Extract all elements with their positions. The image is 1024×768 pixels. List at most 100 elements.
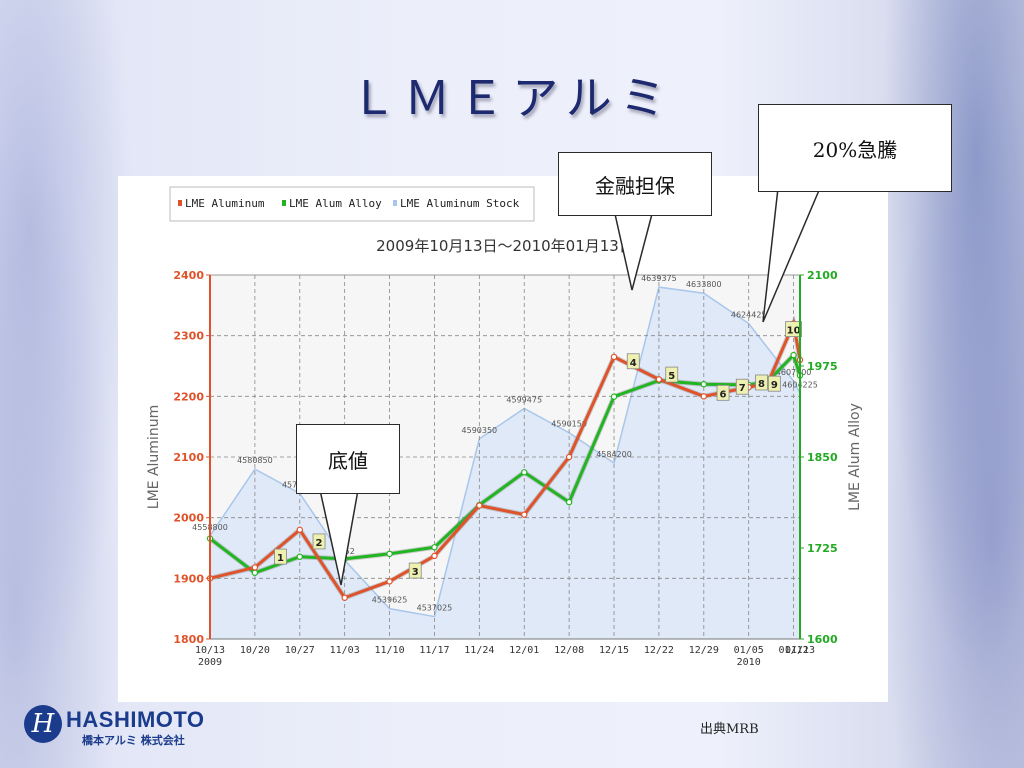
y-tick-label-left: 2400 xyxy=(173,269,204,282)
event-marker-label: 9 xyxy=(771,380,778,391)
y-tick-label-right: 1850 xyxy=(807,451,838,464)
event-marker-label: 7 xyxy=(739,383,746,394)
source-note: 出典MRB xyxy=(700,722,759,737)
series-line-alloy-point xyxy=(386,550,393,558)
event-marker xyxy=(767,375,781,392)
callout-financial-collateral: 金融担保 xyxy=(558,152,712,216)
series-line-aluminum-point xyxy=(655,376,663,383)
event-marker-label: 3 xyxy=(412,567,419,578)
series-line-aluminum-point xyxy=(431,552,438,560)
stock-data-label: 4590350 xyxy=(462,426,498,435)
y-axis-label-right: LME Alum Alloy xyxy=(847,403,863,511)
event-marker xyxy=(274,548,287,565)
x-tick-label: 01/05 xyxy=(734,645,764,656)
series-line-alloy-point xyxy=(296,553,303,560)
series-line-aluminum-point xyxy=(386,578,393,585)
x-tick-label: 12/01 xyxy=(509,645,539,656)
event-marker xyxy=(735,378,749,395)
y-tick-label-left: 1900 xyxy=(173,572,204,585)
event-marker xyxy=(626,353,640,370)
chart-legend xyxy=(169,186,535,222)
callout-pointer-surge xyxy=(762,187,822,323)
stock-data-label: 4537025 xyxy=(417,604,453,613)
logo-name: HASHIMOTO xyxy=(66,707,205,732)
stock-data-label: 4590150 xyxy=(551,420,587,429)
x-tick-label: 11/03 xyxy=(330,645,360,656)
legend-entry: LME Aluminum xyxy=(185,197,265,210)
stock-data-label: 4599475 xyxy=(506,395,542,404)
x-tick-sublabel: 2010 xyxy=(737,657,761,668)
event-marker xyxy=(665,366,679,383)
y-tick-label-left: 1800 xyxy=(173,633,204,646)
y-tick-label-right: 1975 xyxy=(807,360,838,373)
y-tick-label-right: 2100 xyxy=(807,269,838,282)
x-tick-label: 12/08 xyxy=(554,645,584,656)
series-line-aluminum-point xyxy=(251,564,259,571)
stock-data-label: 4584200 xyxy=(596,450,632,459)
series-line-aluminum-point xyxy=(476,502,483,509)
series-line-alloy-point xyxy=(431,544,438,551)
legend-entry: LME Alum Alloy xyxy=(289,197,382,210)
stock-data-label: 4539625 xyxy=(372,596,408,605)
event-marker-label: 10 xyxy=(787,326,801,337)
stock-data-label: 4580850 xyxy=(237,456,273,465)
callout-surge: 20%急騰 xyxy=(758,104,952,192)
logo-mark-icon: H xyxy=(24,705,62,743)
event-marker xyxy=(716,384,730,401)
event-marker-label: 5 xyxy=(668,371,675,382)
callout-bottom-text: 底値 xyxy=(328,448,368,473)
series-line-aluminum-point xyxy=(296,526,303,533)
y-tick-label-right: 1725 xyxy=(807,542,838,555)
stock-data-label: 4639375 xyxy=(641,274,677,283)
series-line-alloy-point xyxy=(790,351,797,359)
x-tick-label: 12/29 xyxy=(689,645,719,656)
series-line-aluminum-point xyxy=(565,453,573,461)
x-tick-label: 10/20 xyxy=(240,645,270,656)
stock-data-label: 4624425 xyxy=(731,311,767,320)
x-tick-label: 01/12 xyxy=(779,645,809,656)
y-tick-label-left: 2200 xyxy=(173,390,204,403)
series-line-alloy-point xyxy=(521,469,528,476)
series-line-alloy-point xyxy=(610,393,618,400)
callout-pointer-finance xyxy=(614,213,653,291)
series-line-aluminum-point xyxy=(341,594,348,601)
series-line-aluminum-point xyxy=(610,353,618,361)
series-line-alloy-point xyxy=(700,380,708,388)
x-tick-sublabel: 2009 xyxy=(198,657,222,668)
series-line-alloy-point xyxy=(565,498,573,506)
event-marker xyxy=(755,374,768,391)
slide-title: ＬＭＥアルミ xyxy=(350,71,674,125)
y-tick-label-left: 2000 xyxy=(173,512,204,525)
event-marker-label: 6 xyxy=(720,389,727,400)
callout-bottom-price: 底値 xyxy=(296,424,400,494)
chart-title: 2009年10月13日～2010年01月13日 xyxy=(376,237,634,255)
x-tick-label: 11/17 xyxy=(419,645,449,656)
company-logo: H HASHIMOTO 橋本アルミ 株式会社 xyxy=(24,705,224,749)
callout-finance-text: 金融担保 xyxy=(595,173,675,198)
legend-entry: LME Aluminum Stock xyxy=(400,197,520,210)
legend-swatch xyxy=(178,200,182,206)
series-line-aluminum-point xyxy=(700,393,708,400)
series-line-aluminum-point xyxy=(521,511,528,518)
x-tick-label: 11/24 xyxy=(464,645,494,656)
x-tick-label: 10/13 xyxy=(195,645,225,656)
event-marker xyxy=(312,533,326,550)
event-marker xyxy=(408,562,422,579)
event-marker-label: 1 xyxy=(277,553,284,564)
x-tick-label: 01/13 xyxy=(785,645,815,656)
x-tick-label: 12/15 xyxy=(599,645,629,656)
x-tick-label: 10/27 xyxy=(285,645,315,656)
stock-data-label: 4607900 xyxy=(776,368,812,377)
event-marker-label: 4 xyxy=(630,358,637,369)
legend-swatch xyxy=(282,200,286,206)
legend-swatch xyxy=(393,200,397,206)
y-tick-label-right: 1600 xyxy=(807,633,838,646)
y-tick-label-left: 2300 xyxy=(173,330,204,343)
callout-surge-text: 20%急騰 xyxy=(812,137,898,162)
callout-pointer-bottom xyxy=(319,489,359,586)
stock-data-label: 4633800 xyxy=(686,280,722,289)
logo-subtitle: 橋本アルミ 株式会社 xyxy=(82,734,185,747)
y-tick-label-left: 2100 xyxy=(173,451,204,464)
event-marker-label: 8 xyxy=(758,379,765,390)
